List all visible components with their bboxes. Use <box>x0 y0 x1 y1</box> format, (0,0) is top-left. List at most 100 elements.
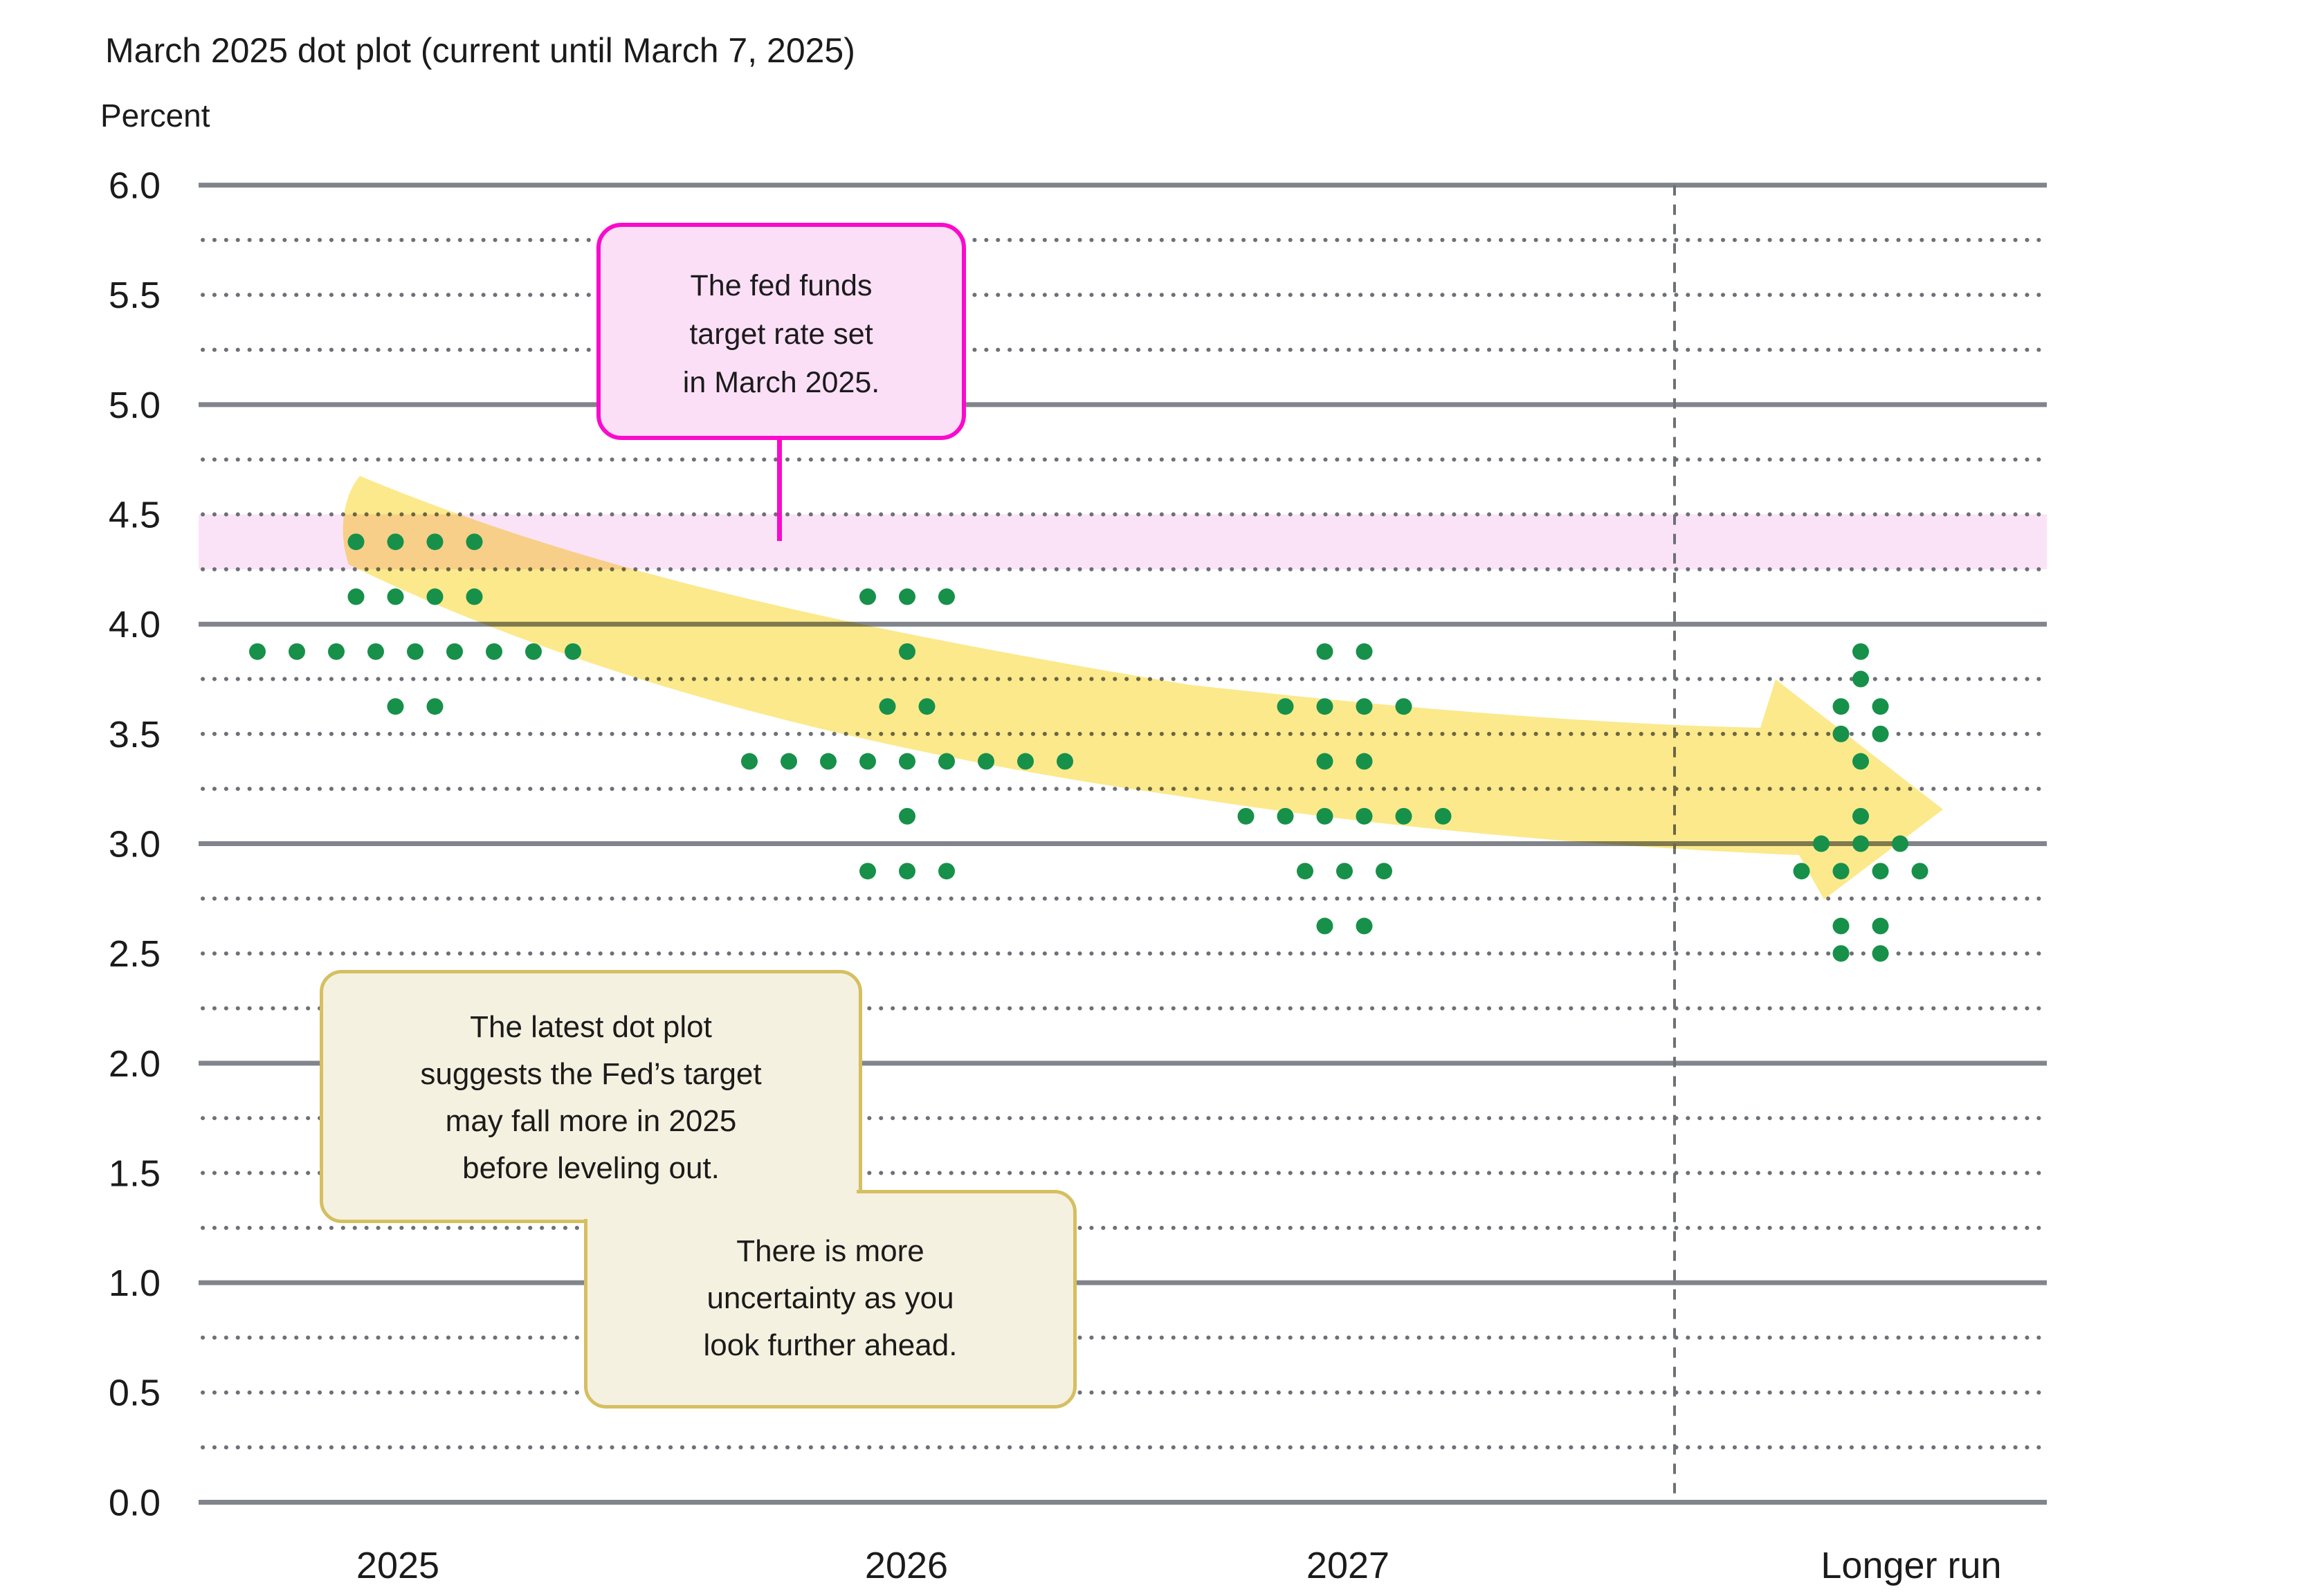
projection-dot-2025-4.375 <box>347 533 365 551</box>
projection-dot-2026-3.375 <box>1017 753 1034 770</box>
projection-dot-2026-4.125 <box>938 588 955 605</box>
projection-dot-2025-3.875 <box>486 643 502 660</box>
y-tick-label: 0.5 <box>109 1373 161 1414</box>
projection-dot-longer-run-2.5 <box>1872 945 1889 962</box>
note-uncertainty: There is more uncertainty as you look fu… <box>584 1190 1077 1409</box>
y-axis-unit-label: Percent <box>100 98 210 134</box>
projection-dot-2027-3.125 <box>1316 807 1333 825</box>
projection-dot-2025-3.875 <box>367 643 384 660</box>
projection-dot-longer-run-3.375 <box>1852 753 1869 770</box>
callout-stem <box>777 439 782 541</box>
projection-dot-2026-2.875 <box>938 863 955 880</box>
projection-dot-2026-3.375 <box>781 753 797 770</box>
chart-title: March 2025 dot plot (current until March… <box>105 31 855 70</box>
y-tick-label: 4.0 <box>109 604 161 645</box>
projection-dot-2025-4.125 <box>387 588 404 605</box>
projection-dot-2026-3.375 <box>820 753 837 770</box>
projection-dot-2027-3.625 <box>1316 698 1333 715</box>
projection-dot-2025-4.125 <box>466 588 483 605</box>
projection-dot-2027-3.625 <box>1395 698 1412 715</box>
projection-dot-longer-run-2.625 <box>1872 917 1889 935</box>
projection-dot-2027-3.375 <box>1316 753 1333 770</box>
projection-dot-2027-3.875 <box>1316 643 1333 660</box>
projection-dot-2026-3.375 <box>741 753 758 770</box>
projection-dot-2025-4.375 <box>466 533 483 551</box>
projection-dot-longer-run-3 <box>1892 835 1908 852</box>
projection-dot-2027-3.125 <box>1395 807 1412 825</box>
projection-dot-2026-3.375 <box>1057 753 1073 770</box>
projection-dot-2026-3.375 <box>978 753 994 770</box>
projection-dot-2027-2.625 <box>1356 917 1373 935</box>
y-tick-label: 3.5 <box>109 714 161 755</box>
projection-dot-longer-run-3.75 <box>1852 670 1869 688</box>
projection-dot-2027-3.125 <box>1277 807 1294 825</box>
projection-dot-2027-3.125 <box>1434 807 1452 825</box>
projection-dot-2025-4.375 <box>426 533 444 551</box>
projection-dot-2027-2.625 <box>1316 917 1333 935</box>
x-tick-label-1: 2026 <box>865 1545 948 1586</box>
y-tick-label: 0.0 <box>109 1482 161 1523</box>
note-text-line: There is more <box>736 1234 924 1268</box>
note-text-line: uncertainty as you <box>706 1281 954 1315</box>
projection-dot-longer-run-3 <box>1813 835 1830 852</box>
projection-dot-2025-3.625 <box>387 698 404 715</box>
projection-dot-longer-run-3.5 <box>1872 725 1889 742</box>
projection-dot-2025-3.875 <box>446 643 463 660</box>
projection-dot-2027-2.875 <box>1336 863 1353 880</box>
projection-dot-longer-run-3.625 <box>1832 698 1850 715</box>
y-tick-label: 3.0 <box>109 823 161 865</box>
callout-fed-funds-target: The fed funds target rate set in March 2… <box>596 223 966 440</box>
projection-dot-2025-3.625 <box>426 698 444 715</box>
x-tick-label-0: 2025 <box>356 1545 439 1586</box>
y-tick-label: 2.5 <box>109 933 161 975</box>
projection-dot-2026-3.375 <box>859 753 876 770</box>
projection-dot-longer-run-3.125 <box>1852 807 1869 825</box>
projection-dot-2025-3.875 <box>565 643 581 660</box>
projection-dot-longer-run-2.5 <box>1832 945 1850 962</box>
projection-dot-2026-4.125 <box>859 588 876 605</box>
projection-dot-2025-3.875 <box>249 643 266 660</box>
projection-dot-longer-run-2.625 <box>1832 917 1850 935</box>
projection-dot-2027-3.875 <box>1356 643 1373 660</box>
projection-dot-2027-2.875 <box>1376 863 1392 880</box>
projection-dot-2026-4.125 <box>899 588 915 605</box>
y-tick-label: 1.0 <box>109 1263 161 1304</box>
projection-dot-longer-run-2.875 <box>1911 863 1928 880</box>
projection-dot-2025-3.875 <box>407 643 423 660</box>
projection-dot-2026-2.875 <box>899 863 915 880</box>
y-tick-label: 1.5 <box>109 1153 161 1194</box>
note-text-line: before leveling out. <box>462 1151 720 1185</box>
projection-dot-2025-3.875 <box>328 643 345 660</box>
x-tick-label-3: Longer run <box>1821 1545 2001 1586</box>
projection-dot-2026-3.625 <box>879 698 896 715</box>
y-tick-label: 6.0 <box>109 165 161 206</box>
note-dot-plot-trend: The latest dot plot suggests the Fed’s t… <box>320 970 862 1223</box>
projection-dot-longer-run-2.875 <box>1872 863 1889 880</box>
projection-dot-longer-run-3.625 <box>1872 698 1889 715</box>
projection-dot-2027-3.125 <box>1237 807 1255 825</box>
note-text-line: The latest dot plot <box>470 1010 712 1044</box>
projection-dot-2025-4.125 <box>347 588 365 605</box>
projection-dot-longer-run-3.5 <box>1832 725 1850 742</box>
projection-dot-2027-2.875 <box>1297 863 1313 880</box>
projection-dot-2026-3.875 <box>899 643 915 660</box>
projection-dot-2025-3.875 <box>525 643 542 660</box>
note-text-line: look further ahead. <box>703 1328 958 1362</box>
projection-dot-2026-3.375 <box>899 753 915 770</box>
projection-dot-longer-run-3.875 <box>1852 643 1869 660</box>
projection-dot-2027-3.375 <box>1356 753 1373 770</box>
projection-dot-2026-3.125 <box>899 807 915 825</box>
callout-text-line: in March 2025. <box>682 366 880 399</box>
projection-dot-2026-3.625 <box>918 698 936 715</box>
projection-dot-2026-3.375 <box>938 753 955 770</box>
callout-text-line: The fed funds <box>690 269 873 302</box>
x-tick-label-2: 2027 <box>1306 1545 1389 1586</box>
y-tick-label: 5.0 <box>109 385 161 426</box>
note-text-line: suggests the Fed’s target <box>420 1057 762 1091</box>
note-text-line: may fall more in 2025 <box>445 1104 737 1138</box>
callout-text-line: target rate set <box>689 318 873 351</box>
projection-dot-2025-4.375 <box>387 533 404 551</box>
y-tick-label: 5.5 <box>109 275 161 316</box>
